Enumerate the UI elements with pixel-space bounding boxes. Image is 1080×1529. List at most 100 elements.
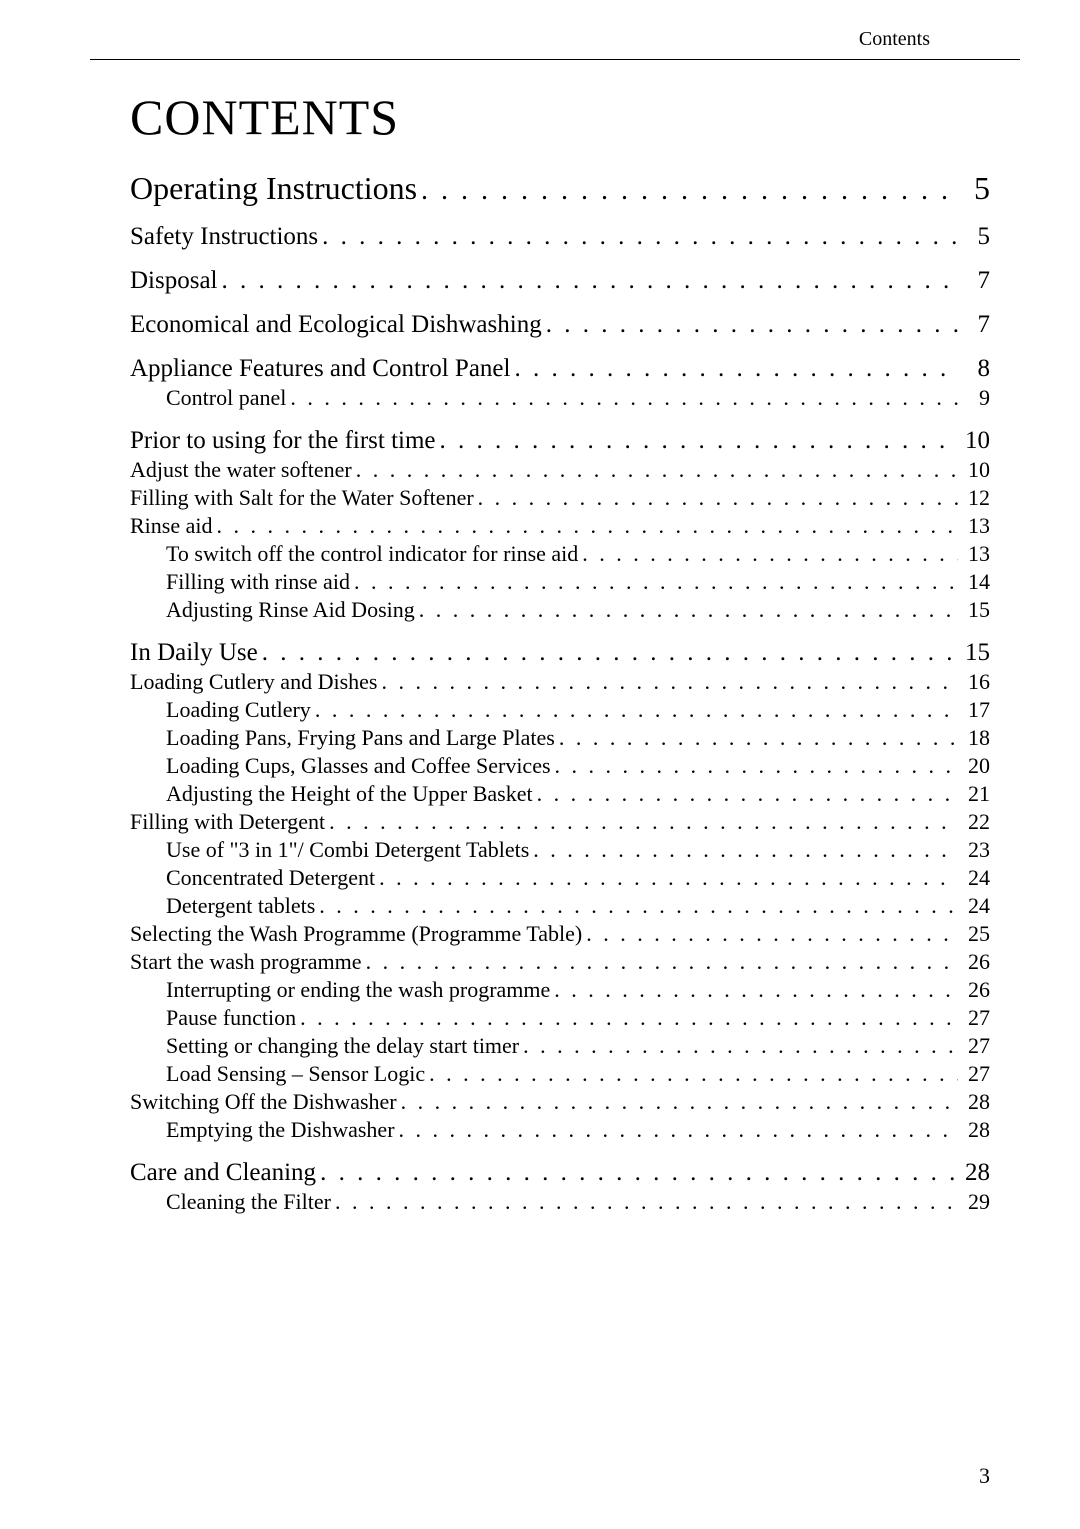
toc-leader-dots: . . . . . . . . . . . . . . . . . . . . …	[519, 1033, 958, 1059]
toc-page: 28	[958, 1117, 990, 1143]
toc-leader-dots: . . . . . . . . . . . . . . . . . . . . …	[415, 597, 958, 623]
toc-leader-dots: . . . . . . . . . . . . . . . . . . . . …	[542, 311, 958, 339]
toc-text: Care and Cleaning	[130, 1159, 316, 1187]
toc-page: 28	[958, 1159, 990, 1187]
toc-text: In Daily Use	[130, 639, 258, 667]
toc-leader-dots: . . . . . . . . . . . . . . . . . . . . …	[318, 223, 958, 251]
toc-page: 15	[958, 639, 990, 667]
toc-leader-dots: . . . . . . . . . . . . . . . . . . . . …	[533, 781, 958, 807]
toc-leader-dots: . . . . . . . . . . . . . . . . . . . . …	[397, 1089, 958, 1115]
toc-row: Operating Instructions. . . . . . . . . …	[130, 170, 990, 207]
toc-page: 17	[958, 697, 990, 723]
toc-text: Prior to using for the first time	[130, 427, 436, 455]
toc-row: Filling with Detergent. . . . . . . . . …	[130, 809, 990, 835]
main-title: CONTENTS	[130, 88, 990, 146]
toc-page: 25	[958, 921, 990, 947]
toc-leader-dots: . . . . . . . . . . . . . . . . . . . . …	[315, 893, 958, 919]
toc-leader-dots: . . . . . . . . . . . . . . . . . . . . …	[510, 355, 958, 383]
toc-page: 7	[958, 311, 990, 339]
toc-leader-dots: . . . . . . . . . . . . . . . . . . . . …	[218, 267, 959, 295]
toc-text: Filling with rinse aid	[166, 569, 350, 595]
toc-page: 26	[958, 977, 990, 1003]
toc-row: Filling with rinse aid. . . . . . . . . …	[130, 569, 990, 595]
toc-row: Selecting the Wash Programme (Programme …	[130, 921, 990, 947]
toc-page: 24	[958, 865, 990, 891]
toc-row: Loading Pans, Frying Pans and Large Plat…	[130, 725, 990, 751]
toc-text: Switching Off the Dishwasher	[130, 1089, 397, 1115]
toc-page: 13	[958, 541, 990, 567]
toc-row: Concentrated Detergent. . . . . . . . . …	[130, 865, 990, 891]
toc-row: Economical and Ecological Dishwashing. .…	[130, 311, 990, 339]
toc-leader-dots: . . . . . . . . . . . . . . . . . . . . …	[417, 175, 958, 207]
toc-text: Use of "3 in 1"/ Combi Detergent Tablets	[166, 837, 529, 863]
toc-page: 29	[958, 1189, 990, 1215]
toc-text: Operating Instructions	[130, 170, 417, 207]
toc-leader-dots: . . . . . . . . . . . . . . . . . . . . …	[286, 385, 958, 411]
toc-leader-dots: . . . . . . . . . . . . . . . . . . . . …	[375, 865, 958, 891]
toc-text: Adjusting the Height of the Upper Basket	[166, 781, 533, 807]
header-label: Contents	[859, 28, 930, 50]
toc-page: 28	[958, 1089, 990, 1115]
page-header: Contents	[90, 0, 1020, 60]
toc-text: Loading Cutlery and Dishes	[130, 669, 377, 695]
toc-row: Setting or changing the delay start time…	[130, 1033, 990, 1059]
toc-leader-dots: . . . . . . . . . . . . . . . . . . . . …	[311, 697, 958, 723]
toc-row: Prior to using for the first time. . . .…	[130, 427, 990, 455]
toc-text: Control panel	[166, 385, 286, 411]
toc-text: Disposal	[130, 267, 218, 295]
toc-page: 27	[958, 1005, 990, 1031]
toc-page: 12	[958, 485, 990, 511]
toc-leader-dots: . . . . . . . . . . . . . . . . . . . . …	[578, 541, 958, 567]
toc-row: Loading Cutlery. . . . . . . . . . . . .…	[130, 697, 990, 723]
toc-text: Loading Pans, Frying Pans and Large Plat…	[166, 725, 555, 751]
toc-row: Appliance Features and Control Panel. . …	[130, 355, 990, 383]
toc-leader-dots: . . . . . . . . . . . . . . . . . . . . …	[258, 639, 958, 667]
toc-row: Disposal. . . . . . . . . . . . . . . . …	[130, 267, 990, 295]
toc-page: 15	[958, 597, 990, 623]
toc-text: Adjust the water softener	[130, 457, 352, 483]
toc-page: 18	[958, 725, 990, 751]
toc-page: 8	[958, 355, 990, 383]
toc-text: Start the wash programme	[130, 949, 362, 975]
toc-text: Loading Cutlery	[166, 697, 311, 723]
toc-text: Appliance Features and Control Panel	[130, 355, 510, 383]
toc-page: 26	[958, 949, 990, 975]
toc-row: Detergent tablets. . . . . . . . . . . .…	[130, 893, 990, 919]
toc-page: 5	[958, 223, 990, 251]
toc-text: Setting or changing the delay start time…	[166, 1033, 519, 1059]
toc-row: To switch off the control indicator for …	[130, 541, 990, 567]
toc-row: Adjusting the Height of the Upper Basket…	[130, 781, 990, 807]
toc-row: Pause function. . . . . . . . . . . . . …	[130, 1005, 990, 1031]
toc-leader-dots: . . . . . . . . . . . . . . . . . . . . …	[550, 977, 958, 1003]
toc-text: Adjusting Rinse Aid Dosing	[166, 597, 415, 623]
toc-row: Switching Off the Dishwasher. . . . . . …	[130, 1089, 990, 1115]
toc-leader-dots: . . . . . . . . . . . . . . . . . . . . …	[425, 1061, 958, 1087]
toc-row: Emptying the Dishwasher. . . . . . . . .…	[130, 1117, 990, 1143]
toc-leader-dots: . . . . . . . . . . . . . . . . . . . . …	[350, 569, 958, 595]
toc-text: Filling with Detergent	[130, 809, 325, 835]
toc-text: Filling with Salt for the Water Softener	[130, 485, 474, 511]
toc-page: 13	[958, 513, 990, 539]
toc-row: Rinse aid. . . . . . . . . . . . . . . .…	[130, 513, 990, 539]
toc-row: Cleaning the Filter. . . . . . . . . . .…	[130, 1189, 990, 1215]
toc-leader-dots: . . . . . . . . . . . . . . . . . . . . …	[474, 485, 958, 511]
toc-leader-dots: . . . . . . . . . . . . . . . . . . . . …	[331, 1189, 958, 1215]
toc-page: 9	[958, 385, 990, 411]
toc-page: 23	[958, 837, 990, 863]
toc-text: Selecting the Wash Programme (Programme …	[130, 921, 582, 947]
toc-page: 24	[958, 893, 990, 919]
toc-text: Detergent tablets	[166, 893, 315, 919]
toc-leader-dots: . . . . . . . . . . . . . . . . . . . . …	[325, 809, 958, 835]
toc-row: Filling with Salt for the Water Softener…	[130, 485, 990, 511]
toc-text: Concentrated Detergent	[166, 865, 375, 891]
toc-page: 16	[958, 669, 990, 695]
page-number: 3	[979, 1463, 990, 1489]
toc-leader-dots: . . . . . . . . . . . . . . . . . . . . …	[213, 513, 959, 539]
toc-text: Safety Instructions	[130, 223, 318, 251]
toc-text: Emptying the Dishwasher	[166, 1117, 395, 1143]
toc-text: Economical and Ecological Dishwashing	[130, 311, 542, 339]
toc-text: Load Sensing – Sensor Logic	[166, 1061, 425, 1087]
toc-leader-dots: . . . . . . . . . . . . . . . . . . . . …	[436, 427, 958, 455]
toc-leader-dots: . . . . . . . . . . . . . . . . . . . . …	[529, 837, 958, 863]
toc-leader-dots: . . . . . . . . . . . . . . . . . . . . …	[582, 921, 958, 947]
